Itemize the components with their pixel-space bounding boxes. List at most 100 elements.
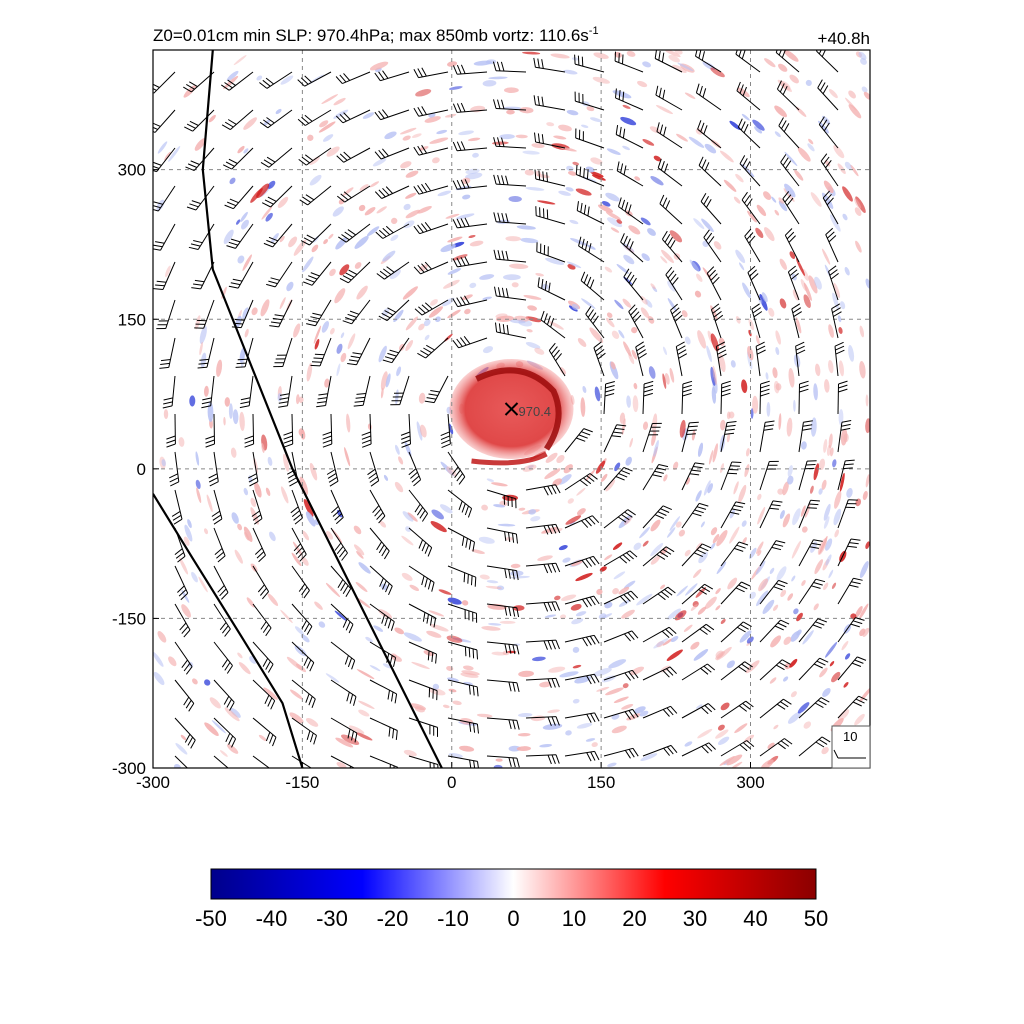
barb-feather xyxy=(589,596,596,606)
barb-feather xyxy=(516,757,520,768)
barb-feather xyxy=(820,153,828,162)
vorticity-cell xyxy=(418,323,425,331)
vorticity-cell xyxy=(810,417,817,437)
barb-feather xyxy=(367,468,376,476)
barb-feather xyxy=(516,607,520,618)
wind-barb xyxy=(452,64,488,75)
barb-feather xyxy=(543,564,549,574)
vorticity-cell xyxy=(269,531,276,542)
barb-shaft xyxy=(564,473,591,491)
vorticity-cell xyxy=(559,367,567,375)
barb-feather xyxy=(776,703,786,710)
vorticity-cell xyxy=(522,464,537,472)
vorticity-cell xyxy=(594,386,601,402)
barb-feather xyxy=(826,197,834,206)
vorticity-cell xyxy=(810,485,814,494)
vorticity-cell xyxy=(261,206,273,220)
vorticity-cell xyxy=(653,439,659,457)
barb-feather xyxy=(857,656,867,661)
barb-feather xyxy=(512,757,516,768)
barb-feather xyxy=(693,466,703,469)
wind-barb xyxy=(408,565,435,592)
barb-feather xyxy=(192,777,196,786)
vorticity-cell xyxy=(344,447,351,467)
barb-shaft xyxy=(759,580,779,605)
vorticity-cell xyxy=(544,468,561,480)
vorticity-cell xyxy=(455,213,475,220)
barb-feather xyxy=(508,757,512,767)
barb-feather xyxy=(819,82,826,92)
vorticity-cell xyxy=(837,315,842,323)
barb-feather xyxy=(421,513,429,522)
barb-feather xyxy=(783,698,792,705)
barb-shaft xyxy=(229,109,254,130)
barb-feather xyxy=(382,580,387,590)
barb-feather xyxy=(578,236,582,247)
barb-feather xyxy=(753,311,763,318)
barb-feather xyxy=(822,85,829,95)
vorticity-cell xyxy=(356,285,368,300)
wind-barb xyxy=(759,420,775,453)
barb-feather xyxy=(309,662,315,672)
vorticity-cell xyxy=(157,631,167,643)
barb-feather xyxy=(272,317,283,321)
barb-feather xyxy=(799,388,809,393)
vorticity-cell xyxy=(726,411,731,420)
barb-shaft xyxy=(330,565,352,589)
wind-barb xyxy=(654,50,683,73)
barb-feather xyxy=(352,352,362,355)
vorticity-cell xyxy=(522,150,540,155)
barb-feather xyxy=(221,659,229,668)
vorticity-cell xyxy=(726,433,731,443)
vorticity-cell xyxy=(647,228,656,236)
barb-feather xyxy=(306,323,316,327)
barb-shaft xyxy=(154,109,176,133)
vorticity-cell xyxy=(432,157,440,164)
vorticity-cell xyxy=(572,646,580,653)
barb-feather xyxy=(845,459,855,462)
vorticity-cell xyxy=(672,461,679,470)
wind-barb xyxy=(603,669,639,681)
barb-feather xyxy=(208,477,218,483)
barb-shaft xyxy=(486,679,517,684)
vorticity-cell xyxy=(703,480,711,496)
vorticity-cell xyxy=(656,641,664,648)
barb-shaft xyxy=(564,555,594,567)
barb-feather xyxy=(322,435,332,440)
barb-feather xyxy=(467,574,469,584)
barb-feather xyxy=(351,660,356,670)
wind-barb xyxy=(620,233,644,263)
barb-feather xyxy=(254,547,263,555)
wind-barb xyxy=(174,603,191,638)
barb-feather xyxy=(585,558,592,567)
barb-feather xyxy=(335,76,343,84)
vorticity-cell xyxy=(717,736,730,745)
barb-feather xyxy=(793,311,802,318)
barb-shaft xyxy=(837,383,839,415)
barb-feather xyxy=(493,99,497,109)
vorticity-cell xyxy=(757,493,762,501)
wind-barb xyxy=(603,424,627,453)
barb-shaft xyxy=(408,489,428,514)
barb-feather xyxy=(387,619,392,629)
wind-barb xyxy=(297,71,332,87)
barb-feather xyxy=(623,268,630,278)
vorticity-cell xyxy=(833,145,845,159)
wind-barb xyxy=(326,451,339,487)
vorticity-cell xyxy=(626,50,636,57)
barb-shaft xyxy=(580,280,605,301)
barb-feather xyxy=(262,624,270,633)
barb-shaft xyxy=(291,527,307,555)
barb-shaft xyxy=(798,539,814,567)
vorticity-cell xyxy=(586,244,596,250)
barb-feather xyxy=(555,601,561,611)
barb-feather xyxy=(705,623,715,631)
vorticity-cell xyxy=(302,530,310,541)
barb-feather xyxy=(385,225,394,234)
vorticity-cell xyxy=(401,572,413,581)
barb-shaft xyxy=(736,90,761,111)
wind-barb xyxy=(339,261,371,284)
wind-barb xyxy=(525,523,561,535)
barb-feather xyxy=(704,744,713,752)
barb-feather xyxy=(391,691,394,702)
